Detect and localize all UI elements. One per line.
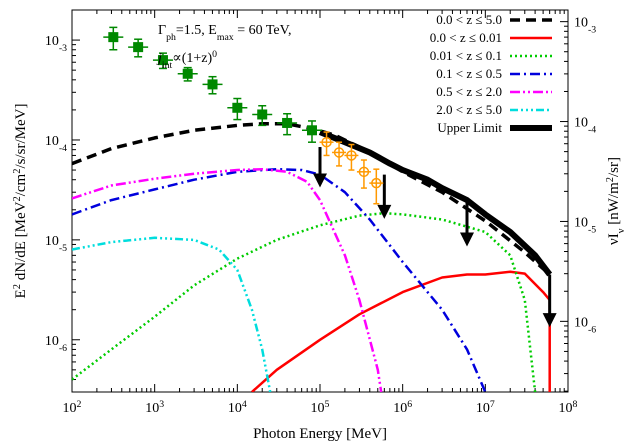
- annotation-line-2: jint∝(1+z)0: [156, 49, 217, 71]
- fermi-point: [133, 42, 144, 53]
- legend-label-4: 0.5 < z ≤ 2.0: [436, 84, 502, 99]
- y2-tick-label: 10-3: [574, 16, 596, 36]
- legend-label-2: 0.01 < z ≤ 0.1: [430, 48, 502, 63]
- legend-label-6: Upper Limit: [437, 120, 502, 135]
- y2-tick-label: 10-6: [574, 315, 596, 335]
- x-tick-label: 106: [393, 399, 412, 417]
- x-tick-label: 104: [228, 399, 247, 417]
- upper-limit-arrow-head: [377, 204, 392, 219]
- fermi-point: [157, 55, 168, 66]
- x-axis-title: Photon Energy [MeV]: [253, 426, 387, 442]
- fermi-point: [232, 102, 243, 113]
- x-tick-label: 108: [559, 399, 578, 417]
- series-line-0: [72, 122, 551, 276]
- legend-label-1: 0.0 < z ≤ 0.01: [430, 30, 502, 45]
- series-line-4: [72, 167, 383, 392]
- fermi-point: [207, 79, 218, 90]
- legend-label-5: 2.0 < z ≤ 5.0: [436, 102, 502, 117]
- hess-point: [371, 177, 382, 189]
- series-line-2: [72, 211, 537, 392]
- y-tick-label: 10-3: [45, 34, 67, 54]
- fermi-point: [108, 32, 119, 43]
- fermi-point: [257, 109, 268, 120]
- y-tick-label: 10-6: [45, 334, 67, 354]
- x-tick-label: 105: [311, 399, 330, 417]
- y2-axis-title: νIν [nW/m2/sr]: [605, 157, 627, 245]
- hess-point: [321, 136, 332, 148]
- fermi-point: [306, 125, 317, 136]
- y2-tick-label: 10-4: [574, 116, 596, 135]
- x-tick-label: 102: [63, 399, 82, 417]
- hess-point: [346, 150, 357, 161]
- x-tick-label: 107: [476, 399, 495, 417]
- hess-point: [358, 166, 370, 178]
- upper-limit-arrow-head: [459, 232, 474, 247]
- y-tick-label: 10-4: [45, 134, 67, 154]
- series-line-5: [72, 236, 272, 392]
- y-axis-title: E2 dN/dE [MeV2/cm2/s/sr/MeV]: [12, 104, 30, 299]
- legend-label-0: 0.0 < z ≤ 5.0: [436, 12, 502, 27]
- curves: [72, 122, 553, 392]
- upper-limit-arrow-head: [542, 313, 557, 328]
- fermi-point: [282, 117, 293, 128]
- series-line-1: [251, 270, 551, 392]
- x-tick-label: 103: [145, 399, 164, 417]
- fermi-point: [182, 68, 193, 79]
- hess-point: [333, 147, 345, 158]
- y-tick-label: 10-5: [45, 234, 67, 254]
- series-line-6: [318, 129, 553, 277]
- legend-label-3: 0.1 < z ≤ 0.5: [436, 66, 502, 81]
- series-line-3: [72, 167, 487, 392]
- y2-tick-label: 10-5: [574, 215, 596, 235]
- upper-limit-arrow-head: [313, 173, 327, 188]
- annotation-line-1: Γph=1.5, Emax = 60 TeV,: [158, 23, 291, 43]
